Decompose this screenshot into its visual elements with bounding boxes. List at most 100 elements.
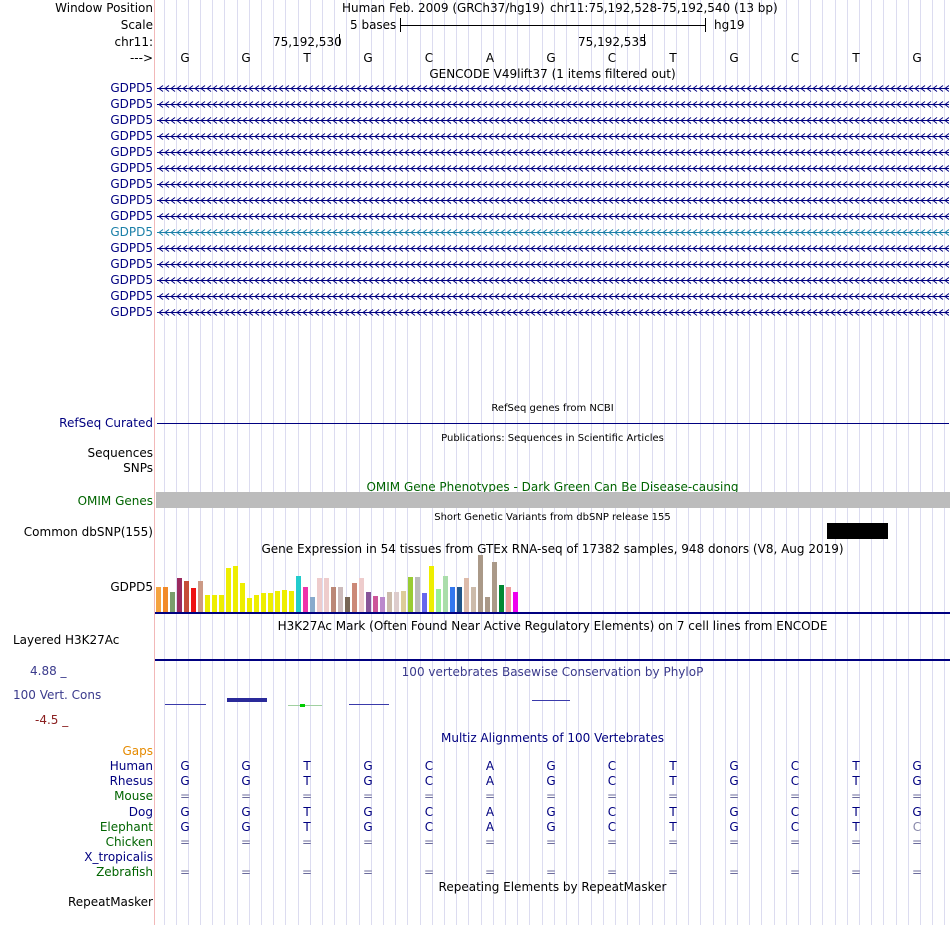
gencode-transcript[interactable] bbox=[157, 81, 949, 95]
gtex-bar bbox=[289, 591, 294, 612]
gtex-bar bbox=[191, 588, 196, 612]
scale-label: Scale bbox=[120, 18, 153, 32]
dbsnp-label[interactable]: Common dbSNP(155) bbox=[23, 525, 153, 539]
gencode-gene-label[interactable]: GDPD5 bbox=[110, 209, 153, 223]
base-letter: T bbox=[852, 51, 860, 65]
gencode-gene-label[interactable]: GDPD5 bbox=[110, 257, 153, 271]
phylop-label[interactable]: 100 Vert. Cons bbox=[13, 688, 102, 702]
dbsnp-variant[interactable] bbox=[827, 523, 888, 539]
gtex-bar bbox=[513, 592, 518, 612]
alignment-base: T bbox=[669, 759, 677, 773]
alignment-base: = bbox=[301, 789, 313, 804]
repeatmasker-label[interactable]: RepeatMasker bbox=[67, 895, 153, 909]
gencode-transcript[interactable] bbox=[157, 193, 949, 207]
gencode-gene-label[interactable]: GDPD5 bbox=[110, 289, 153, 303]
gencode-transcript[interactable] bbox=[157, 209, 949, 223]
alignment-base: = bbox=[850, 835, 862, 849]
gencode-transcript[interactable] bbox=[157, 161, 949, 175]
gencode-gene-label[interactable]: GDPD5 bbox=[110, 241, 153, 255]
gencode-transcript[interactable] bbox=[157, 177, 949, 191]
species-label[interactable]: Chicken bbox=[105, 835, 153, 849]
gtex-label[interactable]: GDPD5 bbox=[110, 580, 153, 594]
gencode-transcript[interactable] bbox=[157, 225, 949, 239]
gtex-bar-chart[interactable] bbox=[156, 555, 536, 612]
gencode-transcript[interactable] bbox=[157, 305, 949, 319]
gencode-transcript[interactable] bbox=[157, 129, 949, 143]
gencode-transcript[interactable] bbox=[157, 113, 949, 127]
gencode-gene-label[interactable]: GDPD5 bbox=[110, 225, 153, 239]
alignment-base: = bbox=[789, 835, 801, 849]
base-letter: A bbox=[485, 51, 495, 65]
h3k27ac-label[interactable]: Layered H3K27Ac bbox=[13, 633, 120, 647]
gencode-transcript[interactable] bbox=[157, 145, 949, 159]
alignment-base: G bbox=[912, 759, 922, 773]
gtex-bar bbox=[464, 578, 469, 612]
alignment-base: C bbox=[790, 774, 800, 789]
pos1-tick bbox=[339, 34, 340, 46]
gencode-gene-label[interactable]: GDPD5 bbox=[110, 81, 153, 95]
gencode-gene-label[interactable]: GDPD5 bbox=[110, 129, 153, 143]
alignment-base: G bbox=[729, 804, 739, 819]
omim-label[interactable]: OMIM Genes bbox=[77, 494, 153, 508]
alignment-base: = bbox=[179, 835, 191, 849]
gtex-bar bbox=[373, 596, 378, 612]
species-label[interactable]: Mouse bbox=[114, 789, 153, 804]
species-label[interactable]: Zebrafish bbox=[96, 865, 153, 880]
phylop-plot[interactable] bbox=[156, 690, 950, 720]
gencode-transcript[interactable] bbox=[157, 97, 949, 111]
refseq-label[interactable]: RefSeq Curated bbox=[59, 416, 153, 430]
alignment-base: G bbox=[546, 759, 556, 773]
alignment-base: = bbox=[850, 865, 862, 880]
gencode-transcript[interactable] bbox=[157, 289, 949, 303]
gtex-bar bbox=[506, 587, 511, 612]
gencode-gene-label[interactable]: GDPD5 bbox=[110, 193, 153, 207]
sequences-label[interactable]: Sequences bbox=[87, 446, 153, 460]
gencode-transcript[interactable] bbox=[157, 257, 949, 271]
species-label[interactable]: Rhesus bbox=[109, 774, 153, 789]
species-label[interactable]: X_tropicalis bbox=[84, 850, 153, 865]
gencode-gene-label[interactable]: GDPD5 bbox=[110, 305, 153, 319]
gtex-bar bbox=[471, 587, 476, 612]
alignment-base: T bbox=[852, 819, 860, 834]
chrom-label: chr11: bbox=[114, 35, 153, 49]
gtex-bar bbox=[401, 591, 406, 612]
base-letter: G bbox=[241, 51, 251, 65]
chrom-pos2: 75,192,535 bbox=[578, 35, 647, 49]
gencode-transcript[interactable] bbox=[157, 241, 949, 255]
gencode-gene-label[interactable]: GDPD5 bbox=[110, 113, 153, 127]
gencode-gene-label[interactable]: GDPD5 bbox=[110, 177, 153, 191]
snps-label[interactable]: SNPs bbox=[123, 461, 153, 475]
alignment-base: G bbox=[729, 774, 739, 789]
omim-bar[interactable] bbox=[156, 492, 950, 508]
alignment-base: T bbox=[669, 774, 677, 789]
gtex-bar bbox=[408, 577, 413, 612]
gtex-bar bbox=[359, 578, 364, 612]
alignment-base: = bbox=[728, 835, 740, 849]
gencode-gene-label[interactable]: GDPD5 bbox=[110, 161, 153, 175]
species-label[interactable]: Dog bbox=[128, 804, 153, 819]
gtex-bar bbox=[212, 595, 217, 612]
alignment-base: T bbox=[303, 774, 311, 789]
alignment-base: T bbox=[669, 804, 677, 819]
gencode-gene-label[interactable]: GDPD5 bbox=[110, 273, 153, 287]
gtex-bar bbox=[282, 590, 287, 612]
alignment-base: G bbox=[912, 804, 922, 819]
species-label[interactable]: Elephant bbox=[99, 819, 153, 834]
omim-title: OMIM Gene Phenotypes - Dark Green Can Be… bbox=[366, 480, 739, 494]
refseq-gene-line[interactable] bbox=[157, 423, 949, 424]
species-label[interactable]: Human bbox=[109, 759, 153, 773]
alignment-base: G bbox=[729, 819, 739, 834]
gencode-transcript[interactable] bbox=[157, 273, 949, 287]
gencode-gene-label[interactable]: GDPD5 bbox=[110, 97, 153, 111]
gaps-label[interactable]: Gaps bbox=[122, 744, 153, 758]
alignment-base: = bbox=[301, 865, 313, 880]
base-letter: T bbox=[303, 51, 311, 65]
alignment-base: G bbox=[546, 774, 556, 789]
gencode-gene-label[interactable]: GDPD5 bbox=[110, 145, 153, 159]
alignment-base: C bbox=[607, 759, 617, 773]
h3k27ac-divider bbox=[155, 659, 950, 661]
base-letter: G bbox=[546, 51, 556, 65]
alignment-base: = bbox=[728, 789, 740, 804]
alignment-base: A bbox=[485, 804, 495, 819]
alignment-base: G bbox=[180, 819, 190, 834]
